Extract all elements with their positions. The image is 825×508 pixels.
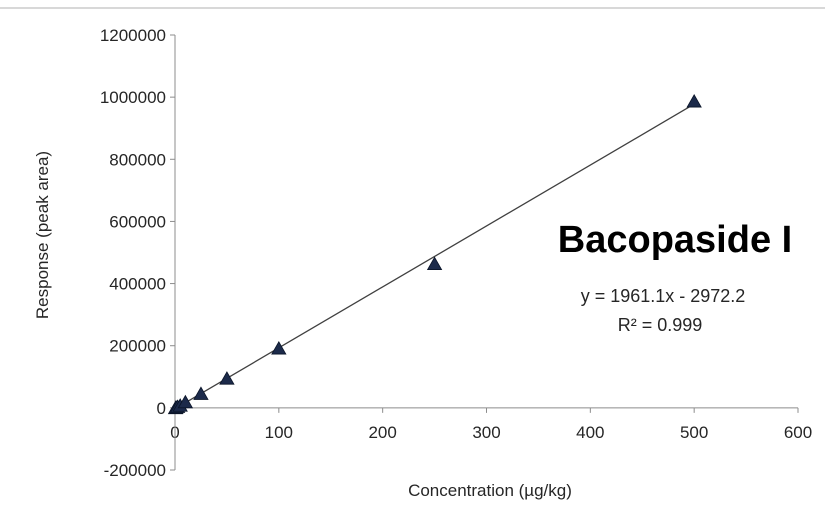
trendline-equation: y = 1961.1x - 2972.2 (581, 286, 746, 306)
data-point (219, 371, 235, 385)
data-point (426, 256, 443, 270)
x-tick-label: 300 (472, 423, 500, 442)
data-point (686, 93, 702, 108)
x-tick-label: 400 (576, 423, 604, 442)
r-squared: R² = 0.999 (618, 315, 703, 335)
y-tick-label: 0 (157, 399, 166, 418)
y-tick-label: 1200000 (100, 26, 166, 45)
y-tick-label: 1000000 (100, 88, 166, 107)
y-tick-label: 400000 (109, 275, 166, 294)
x-tick-label: 100 (265, 423, 293, 442)
trendline (174, 103, 695, 410)
data-points (167, 93, 702, 415)
y-tick-label: 600000 (109, 212, 166, 231)
data-point (271, 341, 287, 355)
y-axis-label: Response (peak area) (33, 151, 52, 319)
data-point (177, 394, 194, 409)
y-tick-label: 200000 (109, 337, 166, 356)
x-tick-label: 600 (784, 423, 812, 442)
y-tick-label: 800000 (109, 150, 166, 169)
x-axis-label: Concentration (µg/kg) (408, 481, 572, 500)
y-tick-label: -200000 (104, 461, 166, 480)
x-tick-label: 500 (680, 423, 708, 442)
chart-title: Bacopaside I (558, 219, 792, 261)
x-tick-labels: 0 100 200 300 400 500 600 (170, 407, 812, 442)
data-point (193, 386, 209, 400)
x-tick-label: 200 (368, 423, 396, 442)
y-tick-labels: -200000 0 200000 400000 600000 800000 1000000 1… (100, 26, 175, 480)
